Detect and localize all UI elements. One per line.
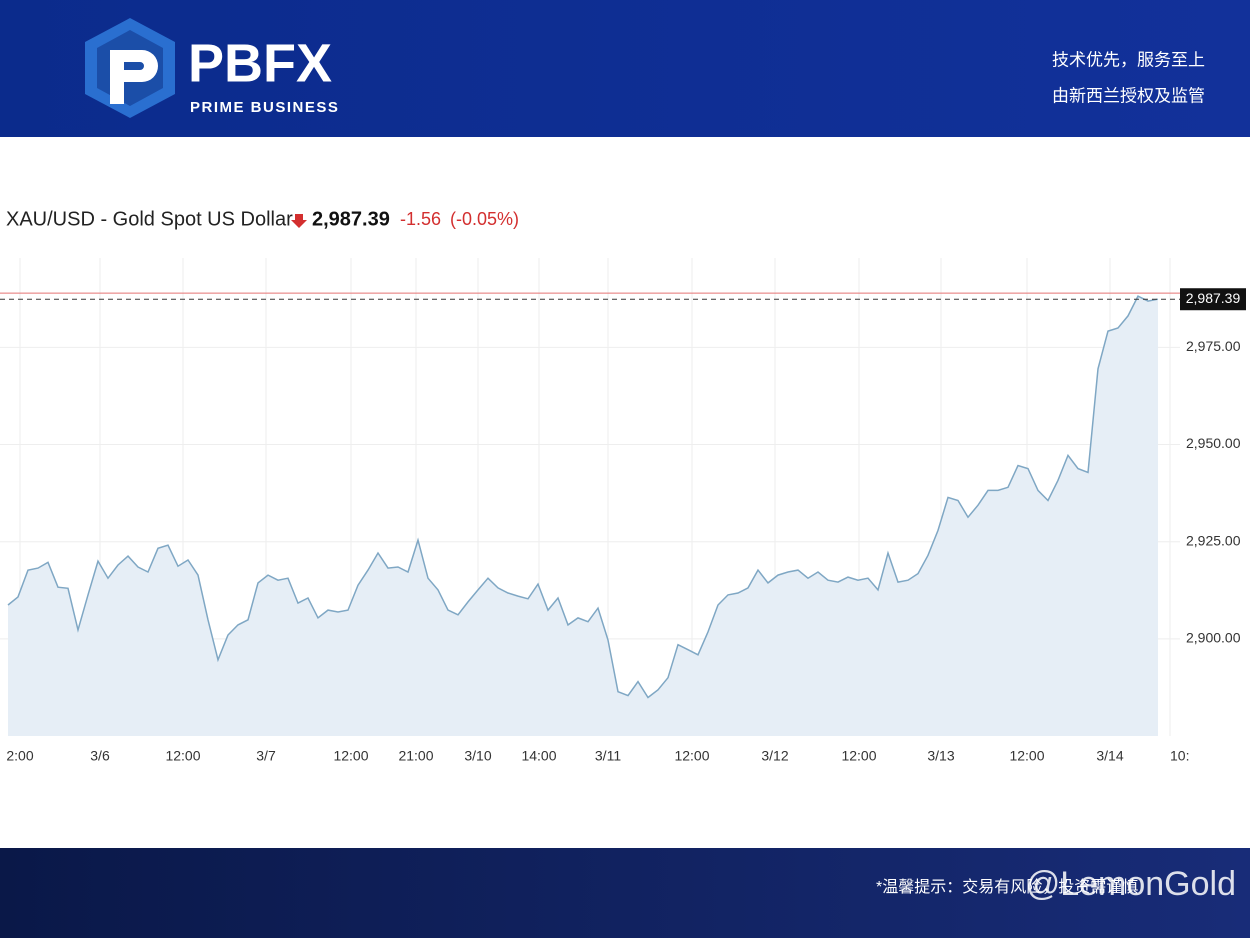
change: -1.56 [400,209,441,229]
footer-band [0,848,1250,938]
x-tick-label: 10: [1170,748,1189,764]
last-value-box [1180,288,1246,311]
x-tick-label: 14:00 [521,748,556,764]
x-tick-label: 3/11 [595,748,621,764]
plot [0,258,1180,736]
x-tick-label: 3/7 [256,748,276,764]
area [8,296,1158,736]
x-tick-label: 12:00 [1009,748,1044,764]
down-arrow [291,214,307,228]
watermark: @LemonGold [1026,865,1236,903]
change-percent: (-0.05%) [450,209,519,229]
x-tick-label: 21:00 [398,748,433,764]
x-tick-label: 3/14 [1096,748,1123,764]
price-line [7,295,1159,699]
x-tick-label: 3/6 [90,748,110,764]
x-tick-label: 12:00 [333,748,368,764]
y-tick-label: 2,975.00 [1186,338,1241,354]
x-tick-label: 12:00 [165,748,200,764]
y-tick-label: 2,925.00 [1186,532,1241,548]
axes: 2,900.00 2,925.00 2,950.00 2,975.00 2:00 3/6 1… [6,288,1246,764]
regulation: 由新西兰授权及监管 [1052,86,1205,105]
footer-note: *温馨提示：交易有风险，投资需谨慎 [876,878,1138,896]
logo [85,18,175,118]
price: 2,987.39 [312,208,390,230]
y-tick-label: 2,950.00 [1186,435,1241,451]
x-tick-label: 12:00 [841,748,876,764]
slogan: 技术优先，服务至上 [1052,50,1205,69]
y-tick-label: 2,900.00 [1186,630,1241,646]
x-tick-label: 3/12 [761,748,788,764]
header-band [0,0,1250,137]
brand-subtitle: PRIME BUSINESS [190,99,339,116]
last-value-label: 2,987.39 [1186,290,1241,306]
x-tick-label: 3/10 [464,748,491,764]
chart-title: XAU/USD - Gold Spot US Dollar [6,208,293,230]
x-tick-label: 12:00 [674,748,709,764]
x-tick-label: 2:00 [6,748,33,764]
x-tick-label: 3/13 [927,748,954,764]
brand: PBFX [188,33,332,93]
